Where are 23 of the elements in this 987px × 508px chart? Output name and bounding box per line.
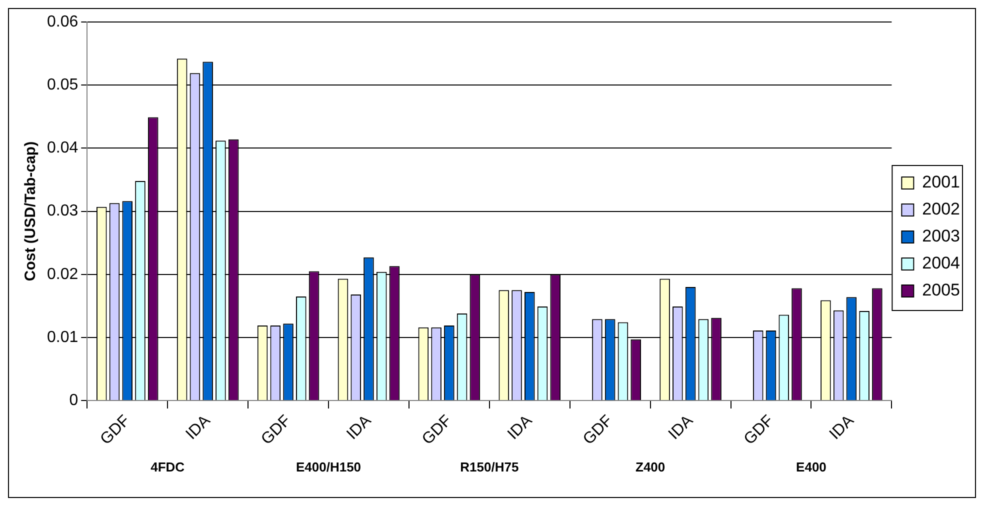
text: 4FDC <box>150 460 186 475</box>
text: R150/H75 <box>460 460 519 475</box>
y-tick-label: 0.04 <box>47 140 78 157</box>
text: E400 <box>796 460 826 475</box>
legend-label: 2001 <box>922 172 960 192</box>
text: Z400 <box>636 460 666 475</box>
x-tick-label: IDA <box>666 412 697 444</box>
x-tick-label: IDA <box>182 412 214 444</box>
legend-label: 2003 <box>922 226 960 246</box>
x-tick-label: IDA <box>344 412 375 444</box>
y-tick-label: 0 <box>69 392 78 409</box>
text: E400/H150 <box>296 460 362 475</box>
x-tick-label: IDA <box>826 412 858 444</box>
y-tick-label: 0.02 <box>47 266 78 283</box>
legend-label: 2004 <box>922 254 960 273</box>
y-tick-label: 0.01 <box>47 328 78 346</box>
y-tick-label: 0.05 <box>47 76 78 94</box>
y-tick-label: 0.03 <box>47 202 78 220</box>
legend-label: 2005 <box>922 280 960 300</box>
legend-label: 2002 <box>922 200 960 219</box>
y-tick-label: 0.06 <box>47 13 78 30</box>
x-tick-label: IDA <box>504 412 536 444</box>
y-axis-title: Cost (USD/Tab-cap) <box>22 141 40 282</box>
